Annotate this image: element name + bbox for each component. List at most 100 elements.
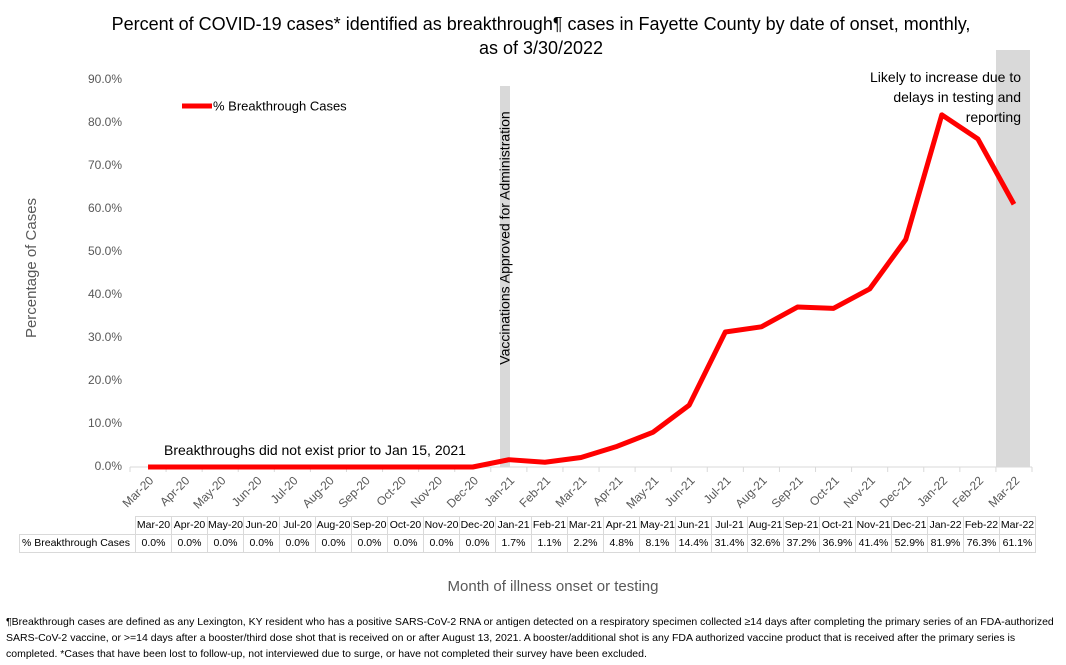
vaccine-band [500, 86, 510, 467]
value-cell: 52.9% [891, 534, 928, 553]
vaccine-annotation: Vaccinations Approved for Administration [497, 111, 513, 364]
empty-cell [20, 517, 136, 535]
no-breakthrough-annotation: Breakthroughs did not exist prior to Jan… [164, 442, 466, 458]
table-header-cell: Sep-21 [783, 516, 820, 535]
y-tick-label: 20.0% [88, 373, 122, 387]
value-cell: 0.0% [459, 534, 496, 553]
y-tick-label: 80.0% [88, 115, 122, 129]
table-row: % Breakthrough Cases 0.0% 0.0% 0.0% 0.0% 0.0%… [19, 534, 1036, 553]
value-cell: 0.0% [315, 534, 352, 553]
x-tick-label: Aug-20 [300, 473, 337, 510]
value-cell: 0.0% [387, 534, 424, 553]
table-header-cell: Aug-20 [315, 516, 352, 535]
x-tick-label: Nov-20 [408, 473, 445, 510]
incomplete-annotation: Likely to increase due to delays in test… [870, 69, 1021, 125]
table-header-cell: Dec-20 [459, 516, 496, 535]
table-header-cell: Jan-22 [927, 516, 964, 535]
incomplete-band [996, 50, 1030, 467]
table-header-cell: May-21 [639, 516, 676, 535]
x-tick-label: Jan-22 [914, 473, 950, 509]
x-tick-label: Feb-22 [949, 473, 986, 510]
x-tick-label: May-21 [623, 473, 661, 511]
x-tick-label: Sep-20 [336, 473, 373, 510]
table-header-cell: Aug-21 [747, 516, 784, 535]
row-label: % Breakthrough Cases [19, 534, 136, 553]
x-tick-label: Jun-21 [662, 473, 698, 509]
y-tick-label: 10.0% [88, 416, 122, 430]
value-cell: 0.0% [135, 534, 172, 553]
table-header-cell: Feb-21 [531, 516, 568, 535]
x-tick-label: Feb-21 [516, 473, 553, 510]
value-cell: 1.7% [495, 534, 532, 553]
x-tick-label: Jul-21 [701, 473, 734, 506]
y-tick-label: 50.0% [88, 244, 122, 258]
y-tick-label: 90.0% [88, 72, 122, 86]
table-header-cell: Apr-20 [171, 516, 208, 535]
table-header-cell: Feb-22 [963, 516, 1000, 535]
value-cell: 31.4% [711, 534, 748, 553]
x-tick-label: Aug-21 [732, 473, 769, 510]
x-tick-label: Mar-20 [120, 473, 157, 510]
y-tick-label: 40.0% [88, 287, 122, 301]
value-cell: 1.1% [531, 534, 568, 553]
value-cell: 0.0% [351, 534, 388, 553]
value-cell: 2.2% [567, 534, 604, 553]
x-tick-label: May-20 [190, 473, 228, 511]
x-tick-label: Oct-20 [374, 473, 410, 509]
table-header-cell: Mar-20 [135, 516, 172, 535]
x-tick-label: Mar-21 [553, 473, 590, 510]
table-header-cell: Jul-21 [711, 516, 748, 535]
x-axis-title: Month of illness onset or testing [447, 578, 659, 595]
value-cell: 8.1% [639, 534, 676, 553]
legend-label: % Breakthrough Cases [213, 98, 347, 113]
value-cell: 41.4% [855, 534, 892, 553]
data-table: Mar-20 Apr-20 May-20 Jun-20 Jul-20 Aug-20 Sep-… [19, 516, 1036, 553]
value-cell: 81.9% [927, 534, 964, 553]
value-cell: 0.0% [279, 534, 316, 553]
value-cell: 0.0% [207, 534, 244, 553]
table-header-cell: Sep-20 [351, 516, 388, 535]
table-header-cell: Jun-20 [243, 516, 280, 535]
table-header-cell: Oct-21 [819, 516, 856, 535]
table-header-cell: Mar-22 [999, 516, 1036, 535]
table-header-cell: Oct-20 [387, 516, 424, 535]
value-cell: 14.4% [675, 534, 712, 553]
value-cell: 61.1% [999, 534, 1036, 553]
x-tick-label: Dec-20 [444, 473, 481, 510]
value-cell: 0.0% [171, 534, 208, 553]
value-cell: 32.6% [747, 534, 784, 553]
x-tick-label: Nov-21 [841, 473, 878, 510]
data-line [148, 112, 1017, 470]
table-header-cell: Apr-21 [603, 516, 640, 535]
table-header: Mar-20 Apr-20 May-20 Jun-20 Jul-20 Aug-20 Sep-… [20, 516, 1036, 535]
chart-title: Percent of COVID-19 cases* identified as… [111, 14, 971, 58]
table-header-cell: Nov-21 [855, 516, 892, 535]
x-tick-label: Jun-20 [229, 473, 265, 509]
x-tick-label: Apr-20 [157, 473, 193, 509]
value-cell: 0.0% [243, 534, 280, 553]
x-tick-label: Sep-21 [769, 473, 806, 510]
footnote: ¶Breakthrough cases are defined as any L… [6, 616, 1054, 660]
x-tick-label: Jan-21 [481, 473, 517, 509]
y-tick-label: 70.0% [88, 158, 122, 172]
x-tick-label: Jul-20 [268, 473, 301, 506]
y-axis-title: Percentage of Cases [23, 198, 40, 338]
y-tick-label: 0.0% [95, 459, 123, 473]
y-tick-label: 60.0% [88, 201, 122, 215]
x-tick-label: Apr-21 [590, 473, 626, 509]
value-cell: 76.3% [963, 534, 1000, 553]
x-tick-label: Oct-21 [807, 473, 843, 509]
x-tick-label: Mar-22 [986, 473, 1023, 510]
table-header-cell: Jun-21 [675, 516, 712, 535]
x-tick-label: Dec-21 [877, 473, 914, 510]
value-cell: 0.0% [423, 534, 460, 553]
value-cell: 4.8% [603, 534, 640, 553]
value-cell: 36.9% [819, 534, 856, 553]
table-header-cell: Dec-21 [891, 516, 928, 535]
table-header-cell: Mar-21 [567, 516, 604, 535]
table-header-cell: May-20 [207, 516, 244, 535]
value-cell: 37.2% [783, 534, 820, 553]
table-header-cell: Nov-20 [423, 516, 460, 535]
